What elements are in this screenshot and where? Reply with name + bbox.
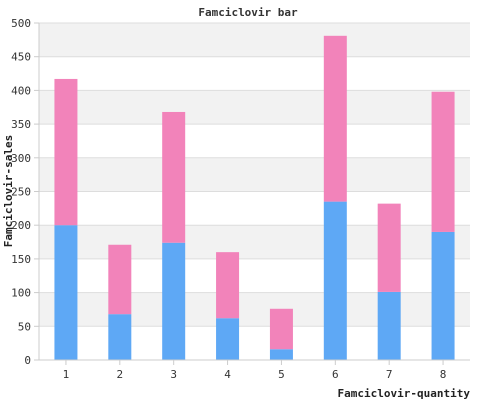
axes xyxy=(34,22,470,365)
bar-segment-series-2 xyxy=(216,252,240,319)
bars xyxy=(54,35,455,360)
x-tick-label: 4 xyxy=(224,368,231,381)
bar-segment-series-2 xyxy=(431,91,455,232)
background-band xyxy=(39,292,470,327)
bar-segment-series-1 xyxy=(216,318,240,360)
y-tick-label: 450 xyxy=(11,51,31,64)
x-tick-label: 1 xyxy=(63,368,70,381)
background-band xyxy=(39,124,470,158)
y-tick-label: 50 xyxy=(18,320,31,333)
x-tick-label: 8 xyxy=(440,368,447,381)
bar-segment-series-2 xyxy=(54,78,78,226)
y-tick-label: 400 xyxy=(11,84,31,97)
background-band xyxy=(39,326,470,360)
x-tick-label: 3 xyxy=(170,368,177,381)
bar-segment-series-1 xyxy=(269,349,293,360)
y-tick-label: 250 xyxy=(11,186,31,199)
bar-segment-series-2 xyxy=(377,203,401,292)
bar-segment-series-1 xyxy=(323,201,347,360)
y-tick-label: 0 xyxy=(24,354,31,367)
background-band xyxy=(39,191,470,226)
background-band xyxy=(39,23,470,57)
bar-segment-series-2 xyxy=(108,244,132,315)
background-band xyxy=(39,90,470,125)
y-tick-label: 300 xyxy=(11,152,31,165)
y-tick-label: 500 xyxy=(11,17,31,30)
bar-segment-series-2 xyxy=(269,308,293,350)
bar-segment-series-1 xyxy=(54,225,78,360)
x-tick-label: 5 xyxy=(278,368,285,381)
x-tick-label: 7 xyxy=(386,368,393,381)
background-band xyxy=(39,225,470,259)
bar-segment-series-1 xyxy=(108,314,132,360)
x-tick-label: 2 xyxy=(117,368,124,381)
bar-segment-series-1 xyxy=(431,231,455,360)
y-tick-label: 200 xyxy=(11,219,31,232)
y-axis-label: Famciclovir-sales xyxy=(2,135,15,248)
bar-segment-series-1 xyxy=(377,291,401,360)
x-axis-label: Famciclovir-quantity xyxy=(338,387,471,400)
y-tick-label: 350 xyxy=(11,118,31,131)
background-band xyxy=(39,157,470,192)
background-band xyxy=(39,258,470,293)
y-tick-labels: 0 50 100 150 200 250 300 350 400 450 500 xyxy=(11,17,31,367)
bar-segment-series-1 xyxy=(162,242,186,360)
x-tick-labels: 1 2 3 4 5 6 7 8 xyxy=(63,368,447,381)
bar-segment-series-2 xyxy=(323,35,347,202)
y-tick-label: 150 xyxy=(11,253,31,266)
x-tick-label: 6 xyxy=(332,368,339,381)
bar-segment-series-2 xyxy=(162,111,186,243)
y-tick-label: 100 xyxy=(11,287,31,300)
background-band xyxy=(39,56,470,91)
chart-title: Famciclovir bar xyxy=(198,6,298,19)
